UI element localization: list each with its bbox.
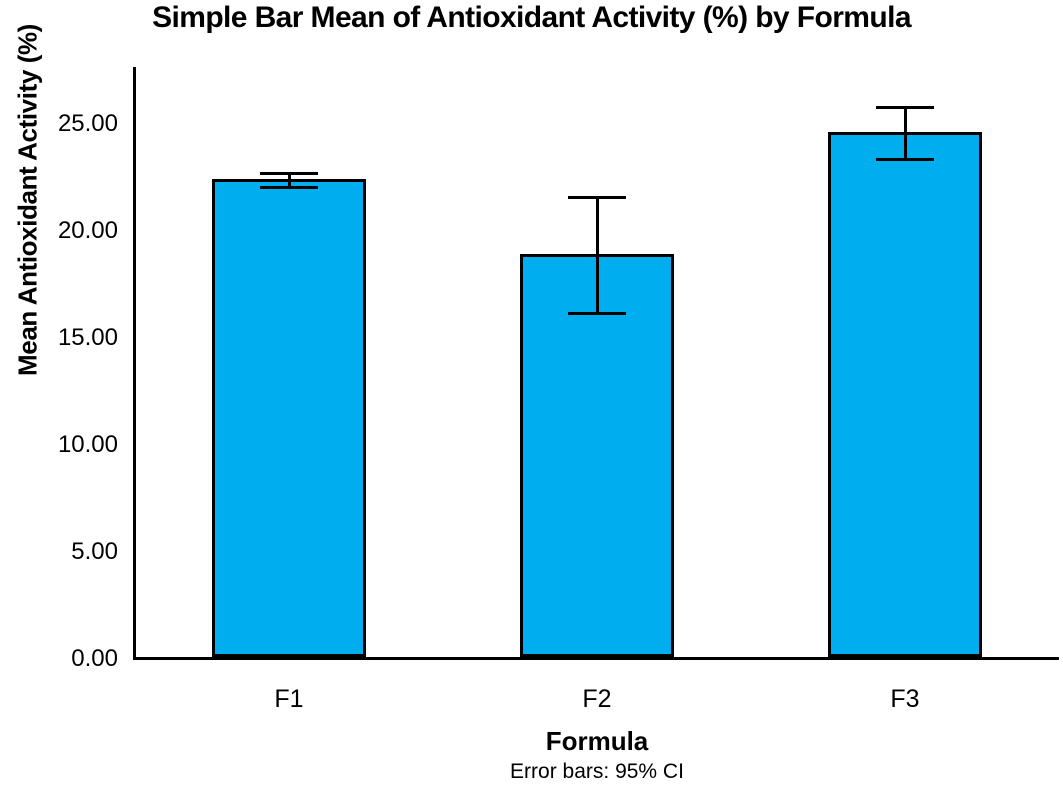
error-bar-upper-cap-f3 — [876, 106, 934, 109]
error-bars-footnote: Error bars: 95% CI — [510, 760, 684, 783]
x-tick-label-f2: F2 — [582, 685, 612, 713]
chart-title: Simple Bar Mean of Antioxidant Activity … — [152, 1, 911, 34]
x-axis-title: Formula — [545, 726, 649, 756]
bar-f3 — [828, 132, 982, 657]
x-tick-label-f1: F1 — [274, 685, 304, 713]
bar-f1 — [212, 179, 366, 657]
error-bar-upper-cap-f2 — [568, 196, 626, 199]
error-bar-lower-cap-f2 — [568, 312, 626, 315]
error-bar-lower-cap-f3 — [876, 158, 934, 161]
error-bar-line-f1 — [288, 173, 291, 188]
y-tick-label-5.00: 5.00 — [71, 537, 118, 565]
y-tick-label-20.00: 20.00 — [57, 216, 118, 244]
x-tick-label-f3: F3 — [890, 685, 920, 713]
y-tick-label-15.00: 15.00 — [57, 323, 118, 351]
y-tick-label-10.00: 10.00 — [57, 430, 118, 458]
y-tick-label-25.00: 25.00 — [57, 109, 118, 137]
plot-area — [133, 67, 1059, 660]
error-bar-line-f2 — [596, 197, 599, 314]
y-tick-label-0.00: 0.00 — [71, 645, 118, 672]
error-bar-line-f3 — [904, 107, 907, 160]
error-bar-upper-cap-f1 — [260, 172, 318, 175]
error-bar-lower-cap-f1 — [260, 186, 318, 189]
